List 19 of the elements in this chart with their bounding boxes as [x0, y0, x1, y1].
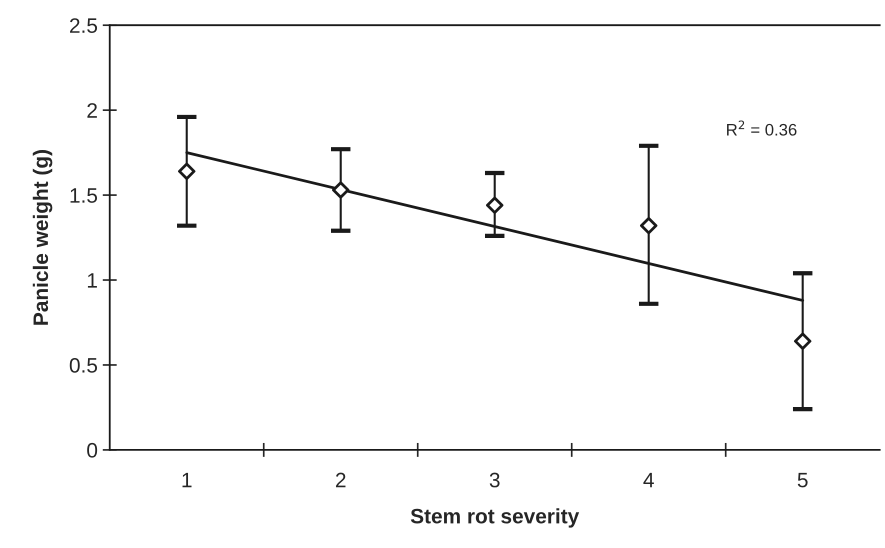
x-tick-label: 2 [336, 472, 346, 488]
point [486, 196, 504, 214]
y-tick-label: 1 [88, 273, 97, 288]
point [332, 181, 350, 199]
x-tick-label: 5 [798, 472, 808, 488]
y-tick-label: 2.5 [70, 18, 98, 33]
y-axis-title: Panicle weight (g) [32, 150, 52, 325]
point [178, 162, 196, 180]
y-tick-label: 2 [87, 103, 97, 118]
y-tick-label: 1.5 [70, 188, 98, 203]
x-tick-label: 4 [643, 472, 654, 488]
annotation: R$^{2}$ = 0.36 [727, 120, 796, 136]
x-tick-label: 3 [490, 472, 500, 488]
point [794, 332, 812, 350]
x-axis-title: Stem rot severity [410, 508, 580, 528]
y-tick-label: 0 [87, 442, 98, 458]
point [640, 216, 658, 234]
y-tick-label: 0.5 [70, 358, 98, 373]
x-tick-label: 1 [182, 472, 192, 488]
